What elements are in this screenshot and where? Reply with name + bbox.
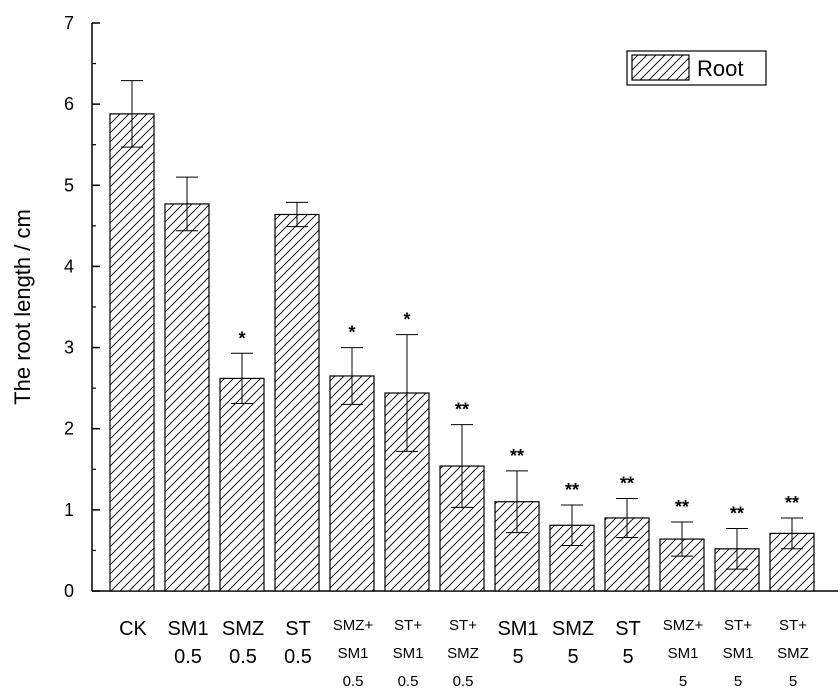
bar [329, 375, 375, 592]
x-tick-label: SM1 [167, 618, 208, 640]
x-tick-label: SM1 [668, 645, 699, 662]
bar [219, 377, 265, 592]
x-tick-label: 0.5 [398, 673, 419, 690]
x-tick-label: 5 [734, 673, 742, 690]
bars-group [109, 80, 815, 592]
x-tick-label: 5 [622, 646, 633, 668]
y-tick-label: 5 [64, 175, 74, 195]
y-tick-label: 1 [64, 500, 74, 520]
x-tick-label: SM1 [393, 645, 424, 662]
significance-marker: ** [510, 446, 524, 466]
significance-marker: ** [565, 480, 579, 500]
x-tick-label: SMZ+ [333, 617, 374, 634]
x-tick-label: SM1 [338, 645, 369, 662]
x-tick-label: ST+ [779, 617, 807, 634]
significance-marker: * [348, 323, 355, 343]
y-tick-label: 4 [64, 256, 74, 276]
x-tick-label: ST+ [449, 617, 477, 634]
x-tick-label: SMZ [447, 645, 479, 662]
x-tick-label: 5 [679, 673, 687, 690]
legend-swatch [631, 54, 690, 81]
x-tick-label: 5 [512, 646, 523, 668]
x-tick-label: 5 [567, 646, 578, 668]
x-tick-label: 5 [789, 673, 797, 690]
significance-marker: * [403, 310, 410, 330]
y-axis-title: The root length / cm [10, 209, 35, 405]
x-tick-label: CK [119, 618, 147, 640]
x-tick-label: 0.5 [284, 646, 312, 668]
x-tick-label: ST+ [394, 617, 422, 634]
significance-marker: ** [620, 473, 634, 493]
x-tick-label: SMZ [777, 645, 809, 662]
x-tick-label: 0.5 [174, 646, 202, 668]
x-tick-label: SM1 [723, 645, 754, 662]
significance-marker: * [238, 328, 245, 348]
y-tick-label: 0 [64, 581, 74, 601]
x-tick-label: 0.5 [229, 646, 257, 668]
significance-marker: ** [785, 493, 799, 513]
legend-label: Root [697, 56, 743, 81]
axes: 0 1 2 3 4 5 6 7 The root length / cm [10, 13, 838, 601]
legend: Root [626, 50, 767, 86]
bar [274, 213, 320, 592]
x-tick-label: SMZ+ [663, 617, 704, 634]
x-tick-label: 0.5 [453, 673, 474, 690]
bar [109, 113, 155, 592]
y-tick-label: 3 [64, 338, 74, 358]
x-tick-label: SMZ [552, 618, 594, 640]
x-tick-label: 0.5 [343, 673, 364, 690]
y-tick-label: 7 [64, 13, 74, 33]
y-tick-label: 6 [64, 94, 74, 114]
significance-marker: ** [675, 497, 689, 517]
x-tick-label: ST [285, 618, 311, 640]
y-tick-label: 2 [64, 419, 74, 439]
significance-marker: ** [730, 504, 744, 524]
x-tick-label: ST [615, 618, 641, 640]
labels-group: CK SM1 0.5 * SMZ 0.5 ST 0.5 * SMZ+ SM1 0.5 * ST+ SM1 0.… [119, 310, 809, 690]
significance-marker: ** [455, 400, 469, 420]
x-tick-label: SM1 [497, 618, 538, 640]
x-tick-label: SMZ [222, 618, 264, 640]
bar [164, 203, 210, 592]
x-tick-label: ST+ [724, 617, 752, 634]
